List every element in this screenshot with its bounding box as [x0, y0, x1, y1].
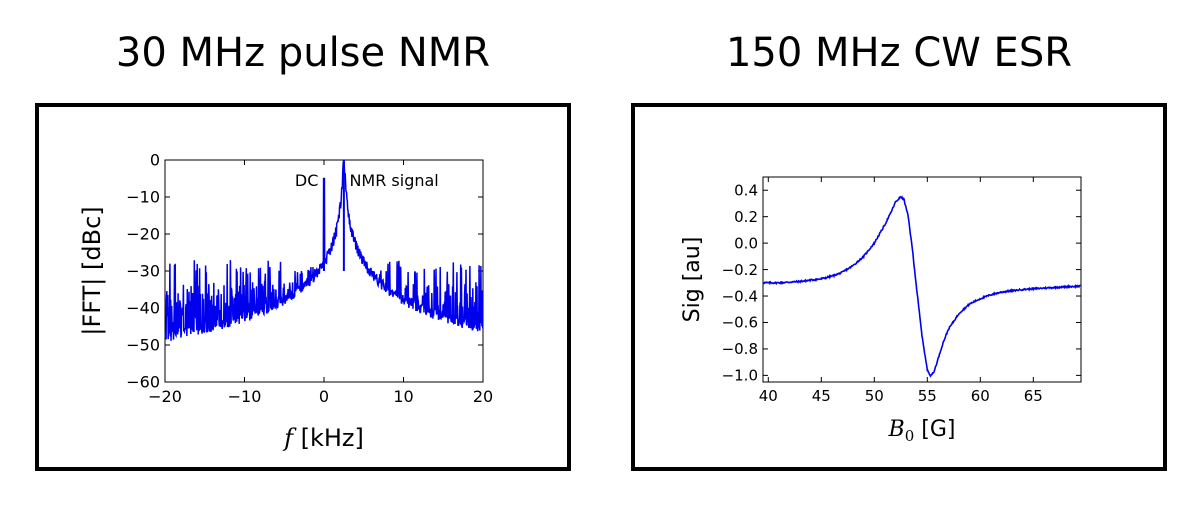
x-tick-label: −10 — [228, 387, 262, 406]
y-tick-label: −50 — [126, 336, 160, 355]
y-tick-label: −20 — [126, 225, 160, 244]
esr-signal-line — [762, 195, 1082, 378]
x-tick-label: −20 — [148, 387, 182, 406]
x-tick-label: 0 — [319, 387, 329, 406]
x-axis-label: f [kHz] — [282, 424, 364, 452]
y-axis-label: Sig [au] — [680, 237, 705, 323]
left-panel-title: 30 MHz pulse NMR — [115, 30, 491, 76]
dc-annotation: DC — [295, 171, 319, 190]
x-tick-label: 10 — [393, 387, 413, 406]
y-tick-label: −0.2 — [722, 261, 758, 279]
x-tick-label: 55 — [918, 387, 937, 405]
y-tick-label: 0.4 — [734, 181, 758, 199]
y-tick-label: −1.0 — [722, 367, 758, 385]
y-tick-label: 0.0 — [734, 234, 758, 252]
x-axis-label: B0 [G] — [888, 417, 956, 445]
x-tick-label: 40 — [759, 387, 778, 405]
y-tick-label: −10 — [126, 188, 160, 207]
y-axis-label: |FFT| [dBc] — [78, 206, 106, 335]
y-tick-label: 0 — [150, 151, 160, 170]
x-tick-label: 60 — [971, 387, 990, 405]
y-tick-label: −40 — [126, 299, 160, 318]
y-tick-label: −0.4 — [722, 287, 758, 305]
y-tick-label: −0.8 — [722, 340, 758, 358]
y-tick-label: 0.2 — [734, 208, 758, 226]
nmr-signal-annotation: NMR signal — [349, 171, 438, 190]
right-panel-title: 150 MHz CW ESR — [725, 30, 1072, 76]
x-tick-label: 45 — [812, 387, 831, 405]
x-tick-label: 50 — [865, 387, 884, 405]
y-tick-label: −0.6 — [722, 314, 758, 332]
nmr-fft-plot: −20 −10 0 10 20 0 −10 −20 −30 −40 −50 −60 |FFT| [dBc… — [78, 151, 493, 452]
esr-signal-plot: 40 45 50 55 60 65 0.4 0.2 0.0 −0.2 −0.4 −0.6 −0.8 −1.… — [680, 176, 1082, 445]
x-tick-label: 20 — [473, 387, 493, 406]
x-tick-label: 65 — [1024, 387, 1043, 405]
axes-frame — [762, 176, 1082, 383]
y-tick-label: −60 — [126, 373, 160, 392]
y-tick-label: −30 — [126, 262, 160, 281]
